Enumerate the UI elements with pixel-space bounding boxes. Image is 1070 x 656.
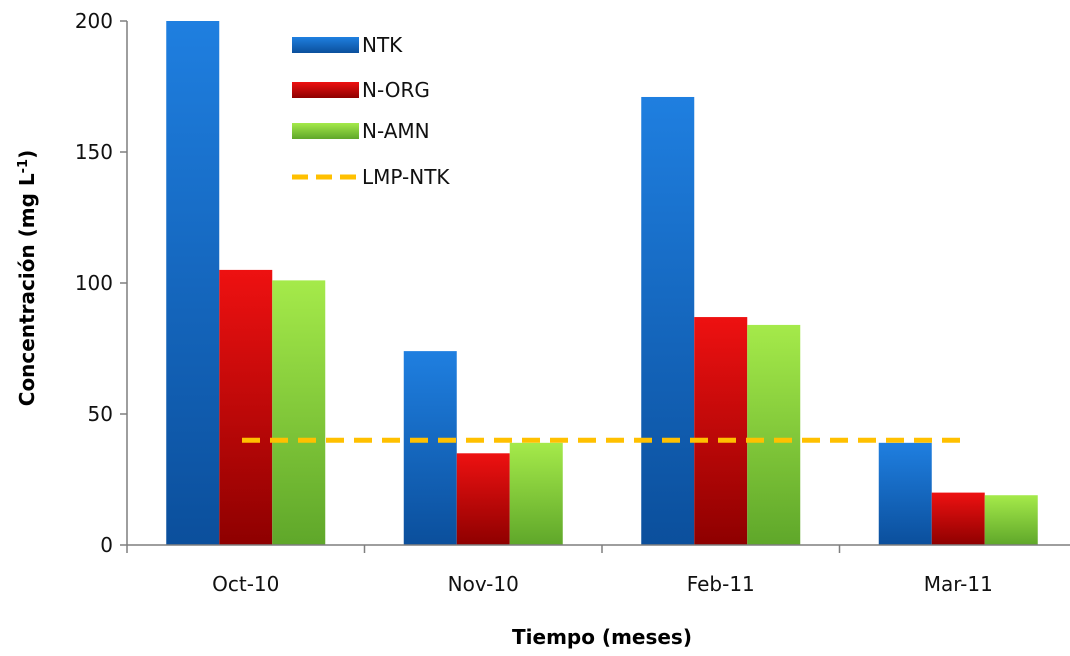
bar-n-org-feb-11 bbox=[694, 317, 748, 545]
bar-n-amn-oct-10 bbox=[272, 280, 326, 545]
bar-n-amn-mar-11 bbox=[984, 495, 1038, 545]
bar-n-org-nov-10 bbox=[456, 453, 510, 545]
legend-label-n-amn: N-AMN bbox=[362, 119, 430, 143]
y-axis-title-suffix: ) bbox=[15, 150, 39, 159]
y-tick-label: 50 bbox=[88, 402, 113, 426]
bar-ntk-mar-11 bbox=[878, 442, 932, 545]
x-axis-title: Tiempo (meses) bbox=[512, 625, 692, 649]
bars-layer bbox=[166, 21, 1038, 545]
legend-swatch-n-org bbox=[292, 82, 359, 98]
bar-n-amn-feb-11 bbox=[747, 324, 801, 545]
y-tick-label: 150 bbox=[75, 140, 113, 164]
legend-label-ntk: NTK bbox=[362, 33, 403, 57]
x-tick-label: Mar-11 bbox=[924, 572, 993, 596]
x-tick-label: Feb-11 bbox=[687, 572, 755, 596]
y-tick-label: 100 bbox=[75, 271, 113, 295]
y-axis-title: Concentración (mg L-1) bbox=[15, 150, 39, 406]
bar-ntk-oct-10 bbox=[166, 21, 220, 545]
bar-ntk-feb-11 bbox=[641, 96, 695, 545]
legend: NTK N-ORG N-AMN LMP-NTK bbox=[292, 33, 450, 189]
y-axis-title-main: Concentración (mg L bbox=[15, 173, 39, 406]
legend-swatch-ntk bbox=[292, 37, 359, 53]
x-tick-label: Oct-10 bbox=[212, 572, 279, 596]
legend-swatch-n-amn bbox=[292, 123, 359, 139]
y-tick-label: 200 bbox=[75, 9, 113, 33]
y-axis-title-superscript: -1 bbox=[16, 159, 31, 173]
legend-label-lmp-ntk: LMP-NTK bbox=[362, 165, 450, 189]
legend-label-n-org: N-ORG bbox=[362, 78, 430, 102]
x-tick-label: Nov-10 bbox=[448, 572, 519, 596]
y-tick-label: 0 bbox=[100, 533, 113, 557]
bar-n-amn-nov-10 bbox=[509, 442, 563, 545]
bar-n-org-mar-11 bbox=[931, 492, 985, 545]
axes-layer: 0 50 100 150 200 Oct-10 Nov-10 Feb-11 Mar-11 bbox=[75, 9, 1070, 596]
bar-n-org-oct-10 bbox=[219, 269, 273, 545]
bar-ntk-nov-10 bbox=[403, 351, 457, 545]
